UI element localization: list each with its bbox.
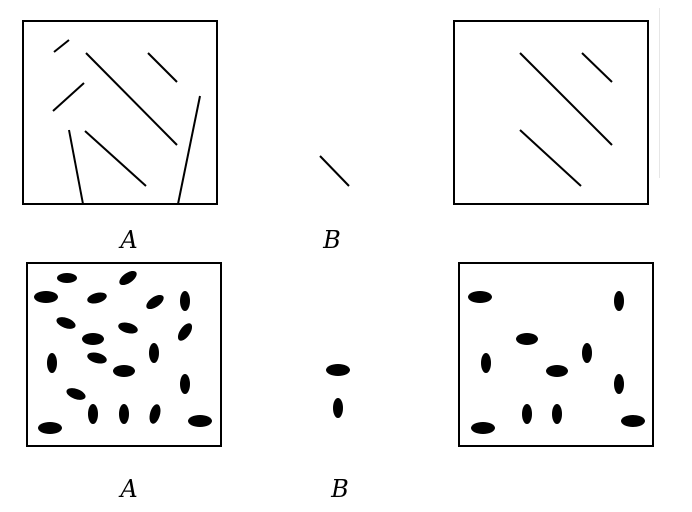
bottom-panel-a xyxy=(26,262,222,447)
top-panel-right xyxy=(453,20,649,205)
edge-rule xyxy=(659,8,660,178)
top-panel-a xyxy=(22,20,218,205)
bottom-label-b: B xyxy=(330,475,349,503)
top-label-a: A xyxy=(118,226,137,254)
bottom-sample-b xyxy=(326,364,350,418)
bottom-panel-right xyxy=(458,262,654,447)
top-label-b: B xyxy=(322,226,341,254)
top-sample-b xyxy=(319,155,350,187)
bottom-label-a: A xyxy=(118,475,137,503)
